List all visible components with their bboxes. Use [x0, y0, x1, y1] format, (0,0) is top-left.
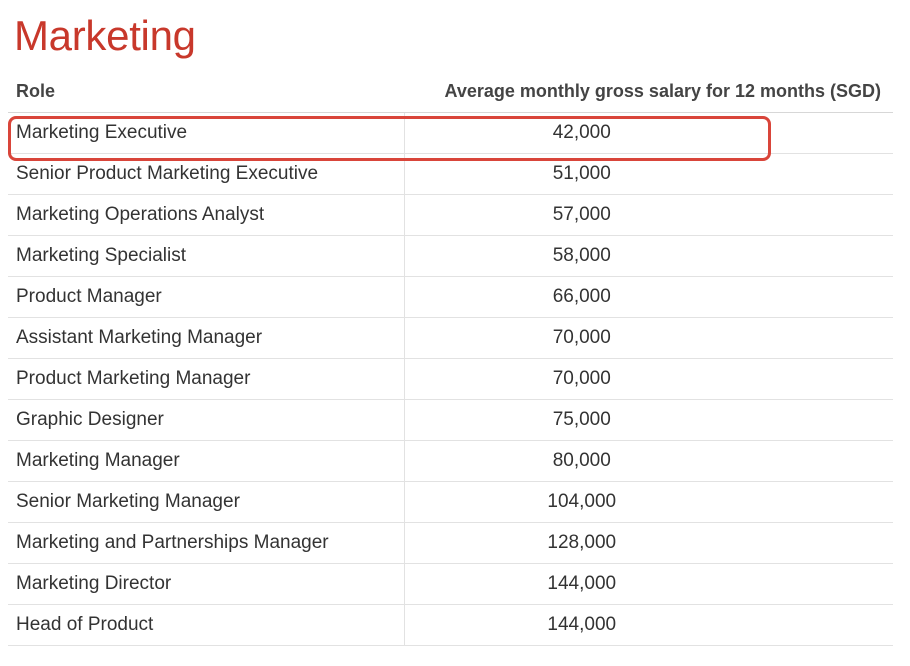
role-cell: Head of Product: [8, 604, 405, 646]
salary-cell: 51,000: [404, 153, 893, 195]
table-row: Assistant Marketing Manager 70,000: [8, 317, 893, 359]
table-row: Marketing Director 144,000: [8, 563, 893, 605]
table-row: Marketing Manager 80,000: [8, 440, 893, 482]
salary-cell: 144,000: [404, 563, 893, 605]
salary-cell: 66,000: [404, 276, 893, 318]
salary-cell: 104,000: [404, 481, 893, 523]
salary-cell: 128,000: [404, 522, 893, 564]
table-row: Marketing Specialist 58,000: [8, 235, 893, 277]
salary-cell: 42,000: [404, 112, 893, 154]
role-cell: Product Manager: [8, 276, 405, 318]
salary-cell: 58,000: [404, 235, 893, 277]
role-cell: Marketing Specialist: [8, 235, 405, 277]
salary-cell: 75,000: [404, 399, 893, 441]
table-row: Senior Product Marketing Executive 51,00…: [8, 153, 893, 195]
table-row: Graphic Designer 75,000: [8, 399, 893, 441]
role-cell: Product Marketing Manager: [8, 358, 405, 400]
table-row: Product Manager 66,000: [8, 276, 893, 318]
table-row: Marketing Executive 42,000: [8, 112, 893, 154]
role-cell: Marketing Operations Analyst: [8, 194, 405, 236]
table-row: Marketing and Partnerships Manager 128,0…: [8, 522, 893, 564]
role-cell: Assistant Marketing Manager: [8, 317, 405, 359]
salary-table: Role Average monthly gross salary for 12…: [8, 70, 893, 646]
role-cell: Graphic Designer: [8, 399, 405, 441]
table-header-row: Role Average monthly gross salary for 12…: [8, 70, 893, 113]
salary-cell: 70,000: [404, 358, 893, 400]
salary-cell: 70,000: [404, 317, 893, 359]
salary-cell: 57,000: [404, 194, 893, 236]
role-cell: Marketing and Partnerships Manager: [8, 522, 405, 564]
table-row: Product Marketing Manager 70,000: [8, 358, 893, 400]
salary-column-header: Average monthly gross salary for 12 mont…: [404, 70, 893, 113]
page-title: Marketing: [14, 12, 196, 59]
role-cell: Marketing Manager: [8, 440, 405, 482]
salary-cell: 144,000: [404, 604, 893, 646]
salary-cell: 80,000: [404, 440, 893, 482]
role-cell: Senior Marketing Manager: [8, 481, 405, 523]
table-row: Marketing Operations Analyst 57,000: [8, 194, 893, 236]
table-row: Senior Marketing Manager 104,000: [8, 481, 893, 523]
role-column-header: Role: [8, 70, 404, 113]
role-cell: Marketing Director: [8, 563, 405, 605]
table-row: Head of Product 144,000: [8, 604, 893, 646]
role-cell: Marketing Executive: [8, 112, 405, 154]
role-cell: Senior Product Marketing Executive: [8, 153, 405, 195]
